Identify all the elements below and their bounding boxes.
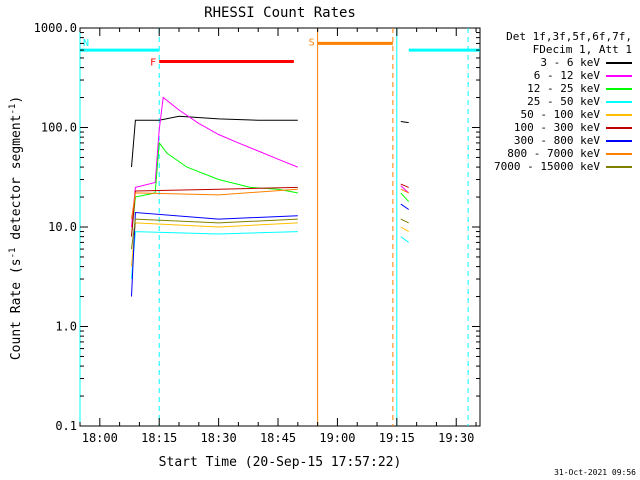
- series-line-0-segment-0: [131, 115, 298, 168]
- legend-entry: 3 - 6 keV: [494, 56, 632, 69]
- series-line-0-segment-1: [400, 121, 409, 124]
- x-tick-label-6: 19:30: [438, 431, 474, 445]
- legend-entry: 800 - 7000 keV: [494, 147, 632, 160]
- series-line-7-segment-0: [131, 188, 298, 220]
- legend-label: 800 - 7000 keV: [507, 147, 600, 160]
- legend-entry: 100 - 300 keV: [494, 121, 632, 134]
- legend-label: 100 - 300 keV: [513, 121, 600, 134]
- legend-swatch: [606, 139, 632, 142]
- x-tick-label-5: 19:15: [379, 431, 415, 445]
- legend-label: 6 - 12 keV: [533, 69, 600, 82]
- legend-swatch: [606, 152, 632, 155]
- series-line-5-segment-0: [131, 186, 298, 237]
- series-line-4-segment-1: [400, 226, 409, 233]
- x-tick-label-3: 18:45: [260, 431, 296, 445]
- legend-header-line-2: FDecim 1, Att 1: [532, 43, 632, 56]
- y-tick-label-1: 100.0: [41, 121, 77, 135]
- legend-swatch: [606, 113, 632, 116]
- x-tick-label-2: 18:30: [201, 431, 237, 445]
- legend-swatch: [606, 165, 632, 168]
- y-axis-label-main: Count Rate (s: [9, 258, 24, 360]
- axes: 18:00 18:15 18:30 18:45 19:00 19:15 19:30 1000.…: [34, 21, 480, 445]
- legend-label: 25 - 50 keV: [527, 95, 600, 108]
- y-axis-label-sup1: -1: [8, 248, 18, 259]
- legend-header-line-1: Det 1f,3f,5f,6f,7f,: [506, 30, 632, 43]
- legend-entry: 50 - 100 keV: [494, 108, 632, 121]
- legend-swatch: [606, 100, 632, 103]
- series-line-5-segment-1: [400, 183, 409, 188]
- x-axis-label: Start Time (20-Sep-15 17:57:22): [159, 455, 402, 470]
- data-series: [131, 96, 410, 297]
- plot-area: [79, 27, 481, 427]
- legend-entry: 25 - 50 keV: [494, 95, 632, 108]
- series-line-6-segment-0: [131, 211, 298, 297]
- y-tick-label-4: 0.1: [55, 419, 77, 433]
- legend-label: 3 - 6 keV: [540, 56, 600, 69]
- series-line-3-segment-1: [400, 236, 409, 243]
- series-line-8-segment-0: [131, 218, 298, 250]
- series-line-1-segment-0: [131, 96, 298, 228]
- legend-entry: 6 - 12 keV: [494, 69, 632, 82]
- y-axis-label-mid: detector segment: [9, 115, 24, 248]
- legend-swatch: [606, 87, 632, 90]
- annotation-bars: N F S: [80, 37, 480, 69]
- legend-label: 12 - 25 keV: [527, 82, 600, 95]
- series-line-6-segment-1: [400, 203, 409, 210]
- legend-label: 50 - 100 keV: [520, 108, 600, 121]
- legend-entry: 12 - 25 keV: [494, 82, 632, 95]
- legend-swatch: [606, 74, 632, 77]
- legend-entries: 3 - 6 keV 6 - 12 keV 12 - 25 keV 25 - 50 ke…: [494, 56, 632, 173]
- annotation-label-night: N: [83, 38, 89, 49]
- x-tick-label-4: 19:00: [319, 431, 355, 445]
- generation-timestamp: 31-Oct-2021 09:56: [554, 468, 636, 477]
- series-line-1-segment-1: [400, 185, 410, 194]
- legend: Det 1f,3f,5f,6f,7f, FDecim 1, Att 1 3 - …: [494, 30, 632, 173]
- series-line-7-segment-1: [400, 188, 409, 194]
- vertical-marker-lines: [79, 28, 469, 426]
- y-tick-label-0: 1000.0: [34, 21, 77, 35]
- chart-title: RHESSI Count Rates: [204, 5, 356, 21]
- x-tick-label-1: 18:15: [141, 431, 177, 445]
- legend-swatch: [606, 126, 632, 129]
- annotation-label-flare: F: [150, 58, 156, 69]
- x-tick-label-0: 18:00: [82, 431, 118, 445]
- y-axis-label: Count Rate (s-1 detector segment-1): [8, 96, 24, 360]
- y-tick-label-2: 10.0: [48, 220, 77, 234]
- legend-label: 300 - 800 keV: [513, 134, 600, 147]
- annotation-label-saa: S: [309, 37, 315, 48]
- y-tick-label-3: 1.0: [55, 320, 77, 334]
- legend-label: 7000 - 15000 keV: [494, 160, 600, 173]
- y-axis-label-end: ): [9, 96, 24, 104]
- legend-entry: 300 - 800 keV: [494, 134, 632, 147]
- series-line-8-segment-1: [400, 218, 409, 224]
- legend-swatch: [606, 61, 632, 64]
- legend-entry: 7000 - 15000 keV: [494, 160, 632, 173]
- series-line-2-segment-1: [400, 192, 410, 202]
- y-axis-label-sup2: -1: [8, 104, 18, 115]
